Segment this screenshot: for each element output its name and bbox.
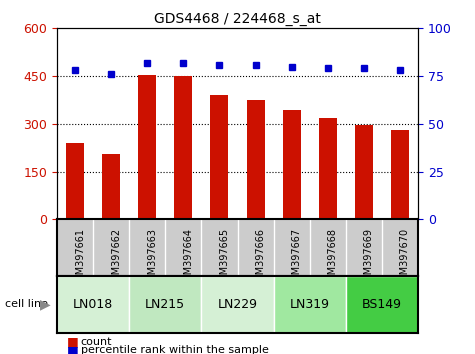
Text: LN018: LN018 [73, 298, 113, 311]
Text: GSM397663: GSM397663 [147, 228, 157, 287]
Title: GDS4468 / 224468_s_at: GDS4468 / 224468_s_at [154, 12, 321, 26]
Bar [174, 76, 192, 219]
Text: GSM397667: GSM397667 [292, 228, 302, 287]
Text: LN215: LN215 [145, 298, 185, 311]
Text: GSM397669: GSM397669 [364, 228, 374, 287]
Text: GSM397670: GSM397670 [400, 228, 410, 287]
Text: ■: ■ [66, 335, 78, 348]
FancyBboxPatch shape [274, 276, 346, 333]
Text: ▶: ▶ [40, 297, 51, 312]
Text: count: count [81, 337, 112, 347]
Bar [102, 154, 120, 219]
Bar [210, 95, 228, 219]
Bar [247, 100, 265, 219]
Text: GSM397665: GSM397665 [219, 228, 229, 287]
Bar [283, 110, 301, 219]
FancyBboxPatch shape [201, 276, 274, 333]
Bar [138, 75, 156, 219]
Text: cell line: cell line [5, 299, 48, 309]
Text: ■: ■ [66, 344, 78, 354]
Bar [319, 118, 337, 219]
Bar [355, 126, 373, 219]
Text: GSM397664: GSM397664 [183, 228, 193, 287]
FancyBboxPatch shape [346, 276, 418, 333]
Bar [391, 130, 409, 219]
FancyBboxPatch shape [129, 276, 201, 333]
Text: GSM397666: GSM397666 [256, 228, 266, 287]
Text: GSM397661: GSM397661 [75, 228, 85, 287]
Text: BS149: BS149 [362, 298, 402, 311]
Text: percentile rank within the sample: percentile rank within the sample [81, 346, 269, 354]
Text: GSM397662: GSM397662 [111, 228, 121, 287]
Bar [66, 143, 84, 219]
Text: GSM397668: GSM397668 [328, 228, 338, 287]
Text: LN319: LN319 [290, 298, 330, 311]
FancyBboxPatch shape [57, 276, 129, 333]
Text: LN229: LN229 [218, 298, 257, 311]
